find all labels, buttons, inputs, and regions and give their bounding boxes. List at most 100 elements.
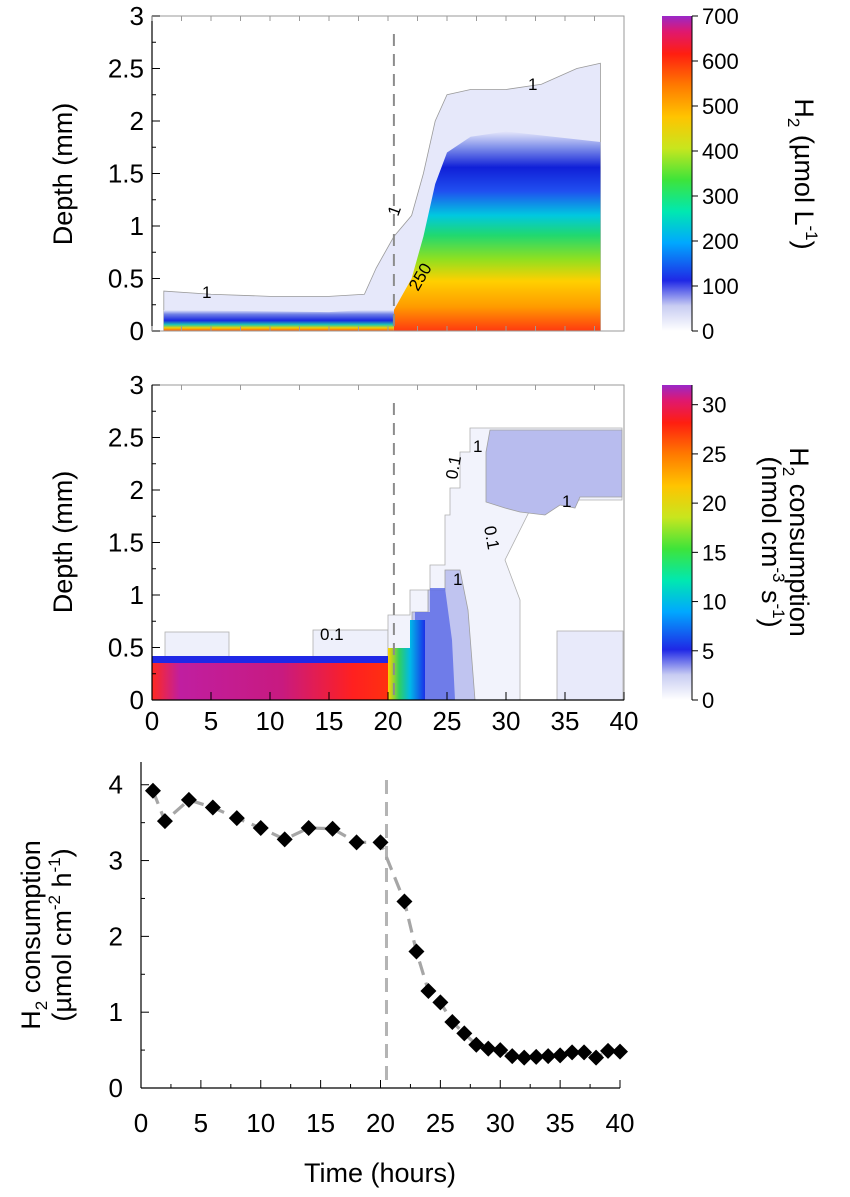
contour-label: 1 [528,75,537,94]
colorbar-tick-label: 30 [702,393,726,418]
y-ticks: 0 0.5 1 1.5 2 2.5 3 [108,1,160,346]
data-point [540,1048,557,1065]
data-point [444,1014,461,1031]
consumption-region-1 [485,429,623,516]
y-axis-label: Depth (mm) [48,471,78,614]
x-tick-label: 0 [145,706,159,736]
data-point [204,799,221,816]
panel-bottom: 0 1 2 3 4 0 5 10 15 20 25 30 35 40 Time (hours) H2 c… [16,762,634,1188]
y-axis-label-line1: H2 consumption [16,840,51,1030]
data-point [456,1025,473,1042]
y-tick-label: 1 [109,997,123,1027]
consumption-layer-edge [152,656,388,663]
x-tick-label: 25 [433,706,462,736]
y-tick-label: 3 [130,1,144,31]
y-tick-label: 2 [130,475,144,505]
x-tick-label: 5 [194,1108,208,1138]
x-ticks: 0 5 10 15 20 25 30 35 40 [145,385,639,736]
data-point [180,791,197,808]
consumption-transition [388,620,425,700]
colorbar-tick-label: 15 [702,540,726,565]
data-point [588,1049,605,1066]
colorbar-tick-label: 5 [702,639,714,664]
contour-label: 0.1 [442,454,465,481]
panel-top: 00.511.522.53 Depth (mm) 1 1 1 250 01002… [48,1,821,346]
consumption-region-faint [556,630,624,701]
colorbar-tick-label: 500 [702,94,739,119]
data-point [468,1036,485,1053]
colorbar-ticks: 0 100 200 300 400 500 600 700 [692,4,739,344]
y-tick-label: 0.5 [108,264,144,294]
y-tick-label: 0 [130,316,144,346]
x-tick-label: 15 [315,706,344,736]
y-tick-label: 0 [130,685,144,715]
x-tick-label: 30 [492,706,521,736]
y-tick-label: 1.5 [108,159,144,189]
colorbar-tick-label: 200 [702,229,739,254]
colorbar-tick-label: 700 [702,4,739,29]
data-point [348,834,365,851]
x-tick-label: 25 [426,1108,455,1138]
colorbar-tick-label: 400 [702,139,739,164]
data-point [564,1044,581,1061]
colorbar-tick-label: 600 [702,49,739,74]
data-point [156,813,173,830]
colorbar-label: H2 (µmol L-1) [784,98,821,249]
y-ticks: 0 1 2 3 4 [109,770,149,1103]
x-axis-label: Time (hours) [304,1158,456,1188]
contour-label: 1 [562,492,571,511]
h2-core-region [393,131,601,331]
x-tick-label: 10 [256,706,285,736]
x-tick-label: 20 [366,1108,395,1138]
colorbar-ticks: 0 5 10 15 20 25 30 [692,393,726,713]
y-tick-label: 3 [109,846,123,876]
x-tick-label: 10 [246,1108,275,1138]
colorbar-tick-label: 100 [702,274,739,299]
data-point [432,994,449,1011]
y-tick-label: 2.5 [108,54,144,84]
y-axis-label-line2: (µmol cm-2 h-1) [45,848,77,1021]
panel-top-heatmap [163,62,601,332]
colorbar-label-line1: H2 consumption [779,447,814,637]
data-point [612,1043,628,1060]
data-point [276,831,293,848]
data-point [396,893,413,910]
data-point [228,810,245,827]
x-tick-label: 30 [486,1108,515,1138]
data-point [420,982,437,999]
x-ticks: 0 5 10 15 20 25 30 35 40 [134,1080,634,1138]
x-tick-label: 40 [610,706,639,736]
contour-label: 1 [202,283,211,302]
panel-middle-heatmap [152,427,624,701]
data-point [300,819,317,836]
data-point [516,1049,533,1066]
colorbar-label-line2: (nmol cm-3 s-1) [756,456,788,627]
y-tick-label: 4 [109,770,123,800]
data-point [408,943,425,960]
x-tick-label: 15 [306,1108,335,1138]
colorbar-tick-label: 25 [702,442,726,467]
y-tick-label: 0.5 [108,633,144,663]
data-point [324,820,341,837]
data-point [552,1047,569,1064]
data-point [492,1042,509,1059]
contour-label: 0.1 [480,524,503,551]
y-ticks: 0 0.5 1 1.5 2 2.5 3 [108,370,160,715]
y-axis-label: Depth (mm) [48,103,78,246]
data-point [252,819,269,836]
y-tick-label: 1 [130,211,144,241]
y-tick-label: 0 [109,1073,123,1103]
data-point [144,782,161,799]
h2-low-band [163,310,394,331]
x-tick-label: 0 [134,1108,148,1138]
colorbar-tick-label: 300 [702,184,739,209]
contour-label: 1 [473,437,482,456]
data-point [528,1048,545,1065]
colorbar-tick-label: 0 [702,688,714,713]
x-tick-label: 35 [551,706,580,736]
y-tick-label: 1.5 [108,528,144,558]
x-tick-label: 35 [546,1108,575,1138]
x-minor-ticks [151,16,625,331]
colorbar [662,16,692,331]
x-tick-label: 5 [204,706,218,736]
